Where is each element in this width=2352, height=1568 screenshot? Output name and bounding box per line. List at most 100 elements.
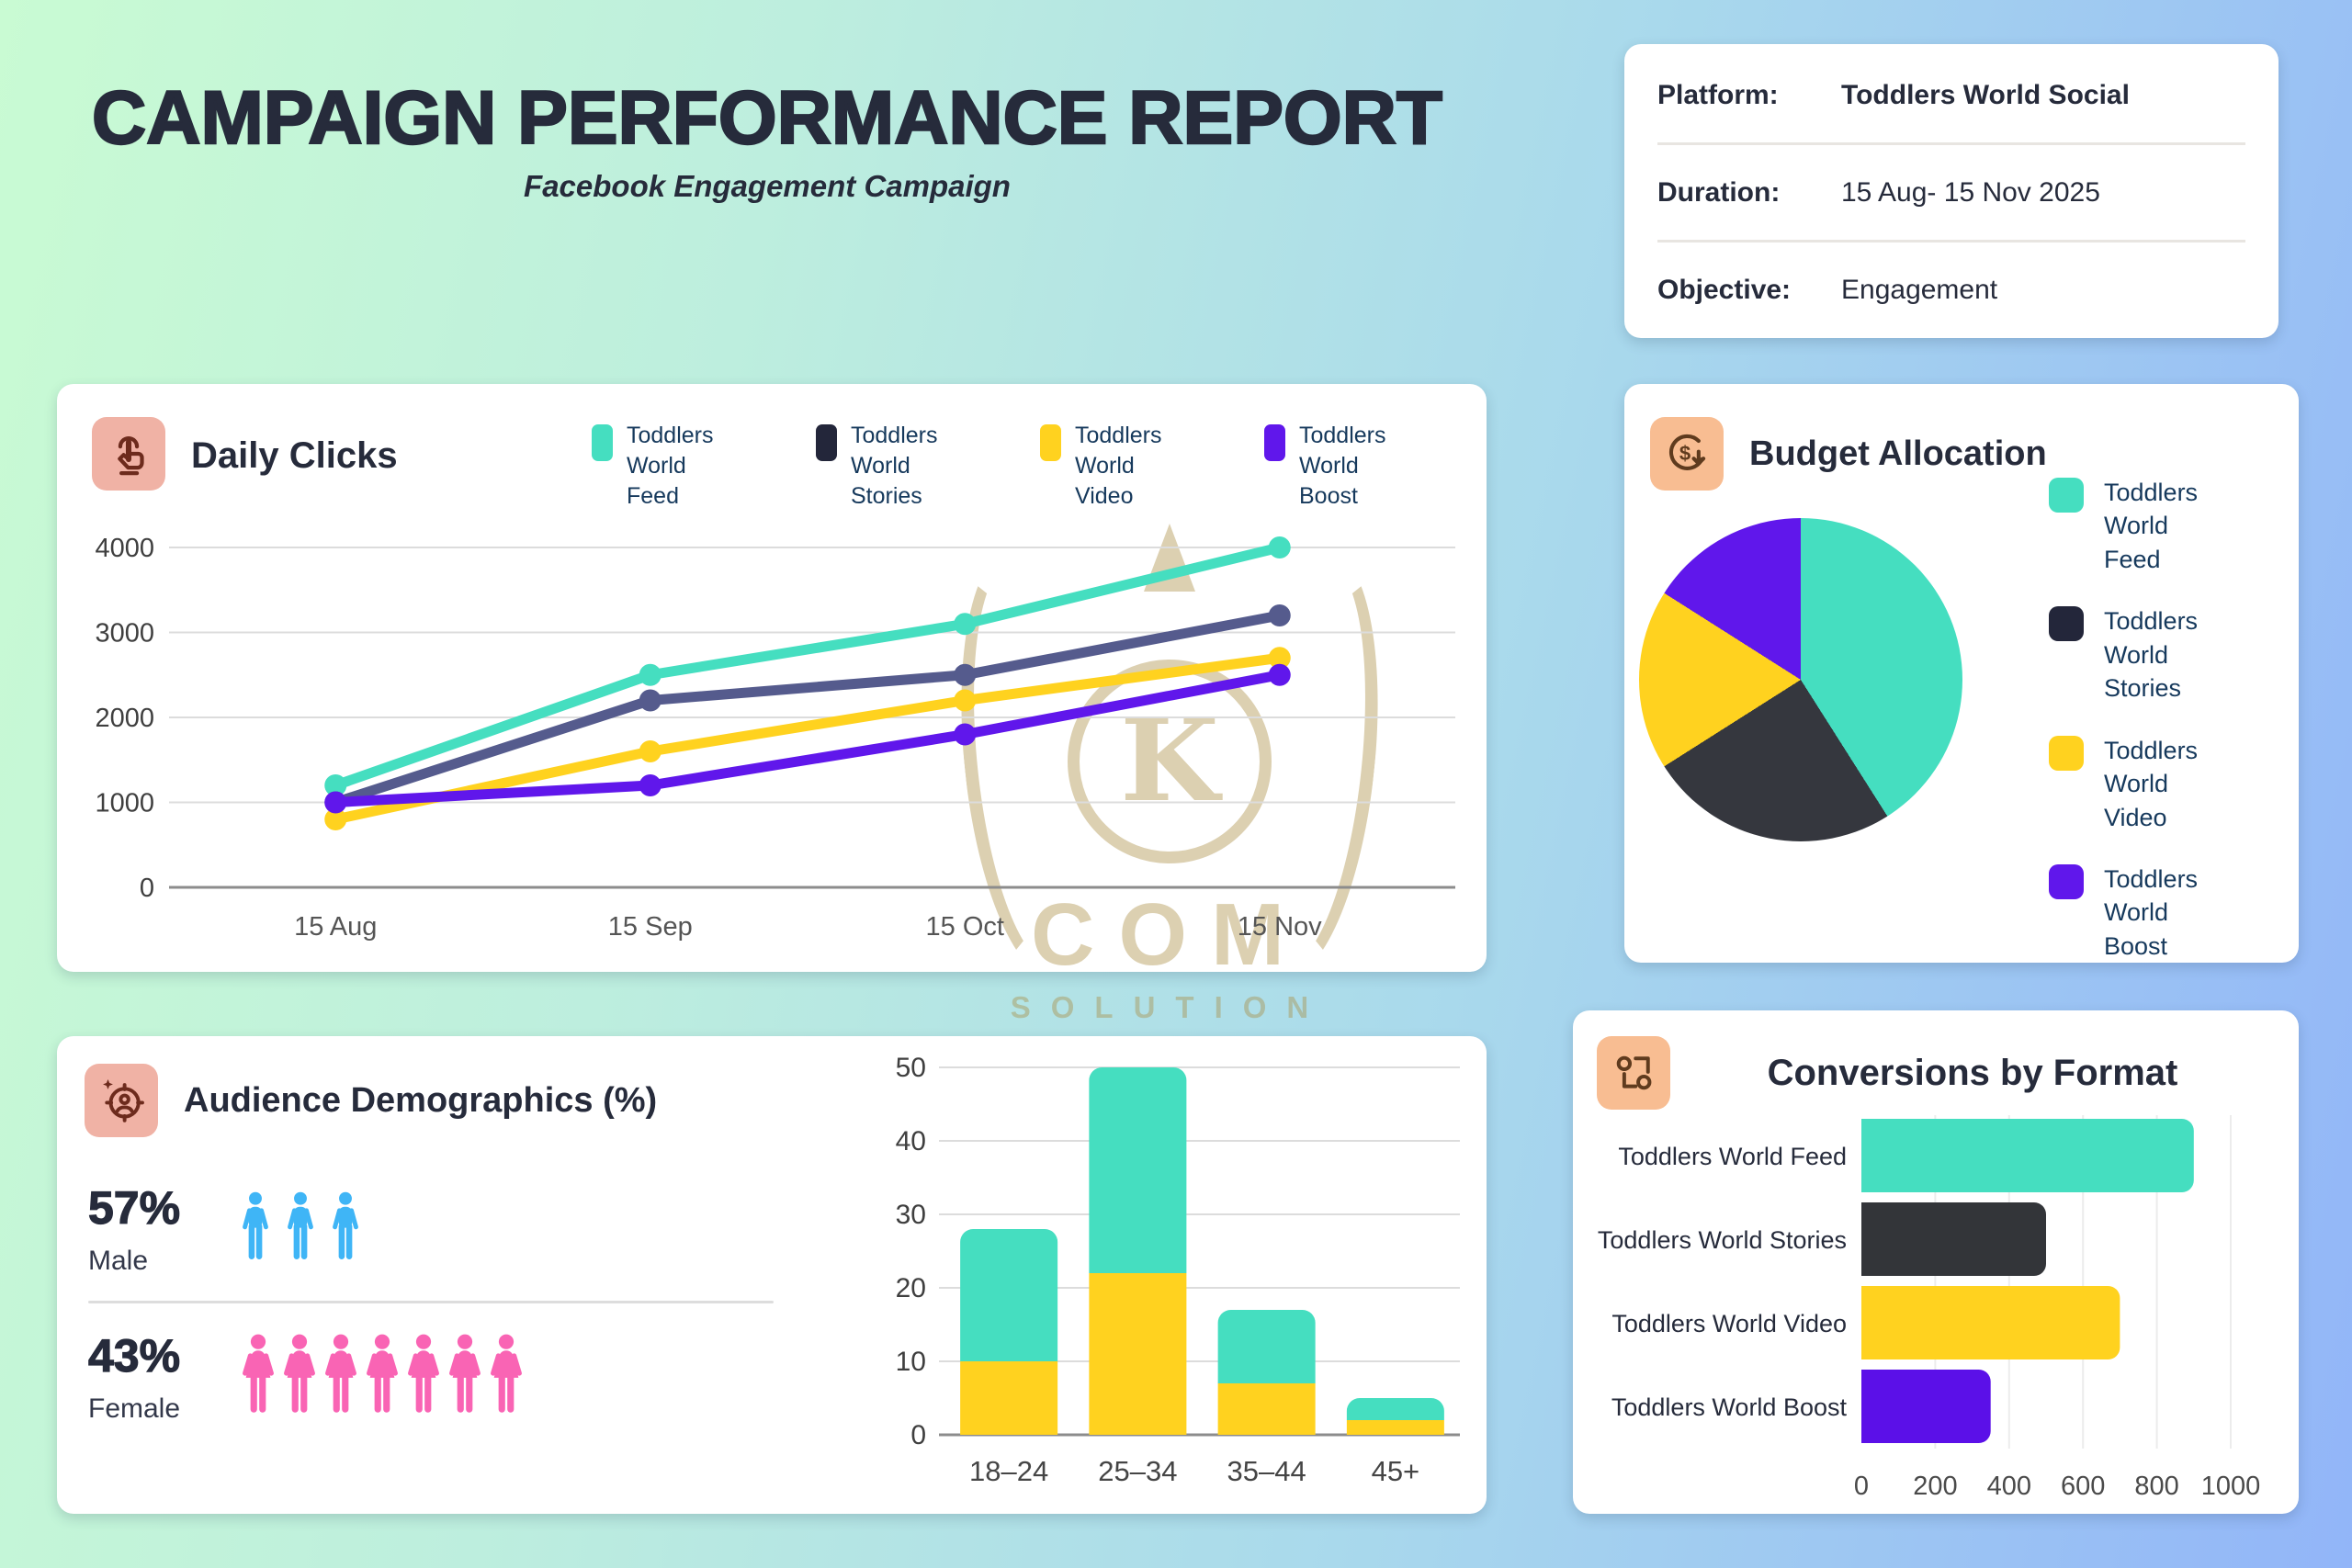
female-person-icon bbox=[491, 1334, 522, 1413]
svg-text:35–44: 35–44 bbox=[1227, 1455, 1306, 1487]
legend-swatch bbox=[816, 424, 837, 461]
svg-text:Toddlers World Boost: Toddlers World Boost bbox=[1611, 1393, 1848, 1421]
info-value: 15 Aug- 15 Nov 2025 bbox=[1841, 176, 2100, 208]
campaign-info-card: Platform: Toddlers World Social Duration… bbox=[1624, 44, 2278, 338]
legend-label: Toddlers World Feed bbox=[627, 423, 714, 509]
legend-label: Toddlers World Video bbox=[2104, 736, 2199, 831]
conversions-bar-chart: 0 200 400 600 800 1000 Toddlers World Feed Todd… bbox=[1586, 1106, 2286, 1501]
tap-click-icon bbox=[92, 417, 165, 491]
conversions-card: Conversions by Format 0 200 400 600 800 1000 T… bbox=[1573, 1010, 2299, 1514]
daily-clicks-header: Daily Clicks Toddlers World Feed Toddler… bbox=[92, 417, 1463, 512]
svg-text:15 Sep: 15 Sep bbox=[608, 912, 693, 942]
gender-stats: 57% Male 43% Female bbox=[87, 1181, 805, 1425]
legend-label: Toddlers World Stories bbox=[851, 423, 938, 509]
svg-text:20: 20 bbox=[896, 1273, 926, 1303]
female-person-icon bbox=[408, 1334, 439, 1413]
svg-text:15 Oct: 15 Oct bbox=[926, 912, 1004, 942]
svg-text:Toddlers World Stories: Toddlers World Stories bbox=[1598, 1226, 1847, 1254]
conversions-header: Conversions by Format bbox=[1597, 1036, 2275, 1110]
svg-text:1000: 1000 bbox=[2201, 1472, 2261, 1501]
svg-text:Toddlers World Video: Toddlers World Video bbox=[1611, 1310, 1847, 1337]
legend-swatch bbox=[1040, 424, 1061, 461]
legend-swatch bbox=[2049, 478, 2084, 513]
legend-label: Toddlers World Feed bbox=[2104, 479, 2199, 573]
svg-text:800: 800 bbox=[2134, 1472, 2178, 1501]
dollar-cycle-icon: $ bbox=[1650, 417, 1724, 491]
budget-legend: Toddlers World Feed Toddlers World Stori… bbox=[2049, 476, 2260, 963]
daily-clicks-title: Daily Clicks bbox=[191, 435, 398, 476]
legend-label: Toddlers World Boost bbox=[2104, 864, 2199, 960]
svg-text:18–24: 18–24 bbox=[969, 1455, 1048, 1487]
female-person-icon bbox=[284, 1334, 315, 1413]
legend-label: Toddlers World Video bbox=[1075, 423, 1162, 509]
audience-target-icon bbox=[85, 1064, 158, 1137]
svg-text:400: 400 bbox=[1987, 1472, 2031, 1501]
svg-text:200: 200 bbox=[1913, 1472, 1957, 1501]
info-value: Toddlers World Social bbox=[1841, 79, 2130, 110]
report-header: CAMPAIGN PERFORMANCE REPORT Facebook Eng… bbox=[87, 76, 1447, 204]
legend-item: Toddlers World Video bbox=[2049, 734, 2260, 834]
svg-text:30: 30 bbox=[896, 1200, 926, 1230]
svg-text:1000: 1000 bbox=[95, 789, 154, 818]
info-row: Platform: Toddlers World Social bbox=[1657, 48, 2245, 145]
svg-text:2000: 2000 bbox=[95, 704, 154, 733]
male-person-icon bbox=[288, 1191, 313, 1259]
legend-item: Toddlers World Stories bbox=[2049, 604, 2260, 705]
demographics-header: Audience Demographics (%) bbox=[85, 1064, 657, 1137]
svg-text:15 Nov: 15 Nov bbox=[1238, 912, 1322, 942]
watermark-line2: SOLUTION bbox=[1010, 990, 1329, 1024]
male-label: Male bbox=[88, 1246, 149, 1276]
svg-text:0: 0 bbox=[1854, 1472, 1869, 1501]
flow-nodes-icon bbox=[1597, 1036, 1670, 1110]
female-person-icon bbox=[325, 1334, 356, 1413]
female-stat-row: 43% Female bbox=[87, 1329, 805, 1425]
female-label: Female bbox=[88, 1393, 181, 1424]
info-value: Engagement bbox=[1841, 274, 1998, 305]
legend-swatch bbox=[592, 424, 613, 461]
daily-clicks-line-chart: 0 1000 2000 3000 4000 15 Aug 15 Sep 15 Oct 15 No… bbox=[61, 524, 1476, 964]
info-label: Platform: bbox=[1657, 79, 1779, 110]
budget-header: $ Budget Allocation bbox=[1650, 417, 2047, 491]
budget-pie-chart bbox=[1639, 518, 1962, 841]
legend-swatch bbox=[2049, 863, 2084, 899]
daily-clicks-legend: Toddlers World Feed Toddlers World Stori… bbox=[592, 421, 1463, 512]
male-person-icon bbox=[333, 1191, 358, 1259]
svg-text:$: $ bbox=[1679, 442, 1691, 465]
svg-text:0: 0 bbox=[910, 1420, 926, 1450]
campaign-info-rows: Platform: Toddlers World Social Duration… bbox=[1657, 48, 2245, 337]
male-percentage: 57% bbox=[87, 1181, 181, 1234]
svg-text:600: 600 bbox=[2061, 1472, 2105, 1501]
male-stat-row: 57% Male bbox=[87, 1181, 805, 1277]
svg-text:0: 0 bbox=[140, 874, 154, 903]
legend-swatch bbox=[2049, 606, 2084, 642]
male-person-icons bbox=[239, 1181, 362, 1271]
legend-label: Toddlers World Boost bbox=[1299, 423, 1386, 509]
legend-item: Toddlers World Feed bbox=[2049, 476, 2260, 576]
svg-text:3000: 3000 bbox=[95, 619, 154, 649]
legend-item: Toddlers World Feed bbox=[592, 421, 790, 512]
budget-title: Budget Allocation bbox=[1749, 434, 2047, 473]
female-person-icon bbox=[449, 1334, 481, 1413]
legend-item: Toddlers World Video bbox=[1040, 421, 1238, 512]
female-person-icon bbox=[243, 1334, 274, 1413]
page-subtitle: Facebook Engagement Campaign bbox=[524, 169, 1011, 204]
svg-text:50: 50 bbox=[896, 1053, 926, 1083]
legend-item: Toddlers World Stories bbox=[816, 421, 1014, 512]
legend-swatch bbox=[2049, 735, 2084, 771]
male-person-icon bbox=[243, 1191, 268, 1259]
svg-text:10: 10 bbox=[896, 1347, 926, 1377]
daily-clicks-card: Daily Clicks Toddlers World Feed Toddler… bbox=[57, 384, 1487, 972]
svg-text:45+: 45+ bbox=[1372, 1455, 1420, 1487]
info-row: Objective: Engagement bbox=[1657, 243, 2245, 337]
gender-divider bbox=[88, 1301, 774, 1303]
budget-allocation-card: $ Budget Allocation Toddlers World Feed … bbox=[1624, 384, 2299, 963]
info-label: Objective: bbox=[1657, 274, 1792, 305]
svg-text:4000: 4000 bbox=[95, 534, 154, 563]
legend-label: Toddlers World Stories bbox=[2104, 607, 2199, 703]
legend-swatch bbox=[1264, 424, 1285, 461]
svg-text:15 Aug: 15 Aug bbox=[294, 912, 377, 942]
page-title: CAMPAIGN PERFORMANCE REPORT bbox=[91, 76, 1443, 160]
conversions-title: Conversions by Format bbox=[1767, 1052, 2178, 1093]
svg-text:40: 40 bbox=[896, 1126, 926, 1156]
